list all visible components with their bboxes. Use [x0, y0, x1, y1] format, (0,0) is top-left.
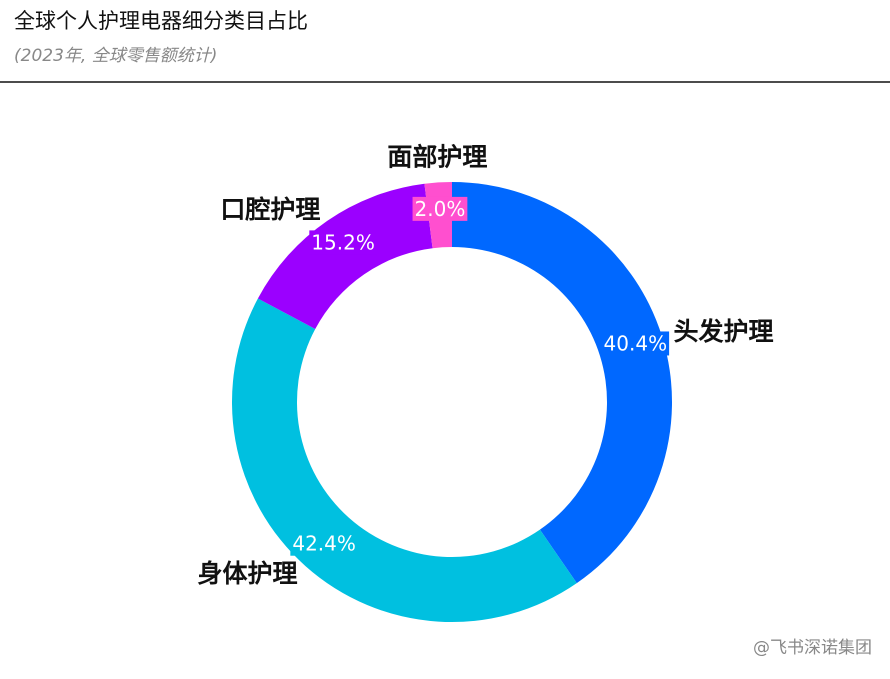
- value-label-bg: [412, 196, 468, 221]
- value-label-bg: [290, 531, 358, 556]
- chart-subtitle: (2023年, 全球零售额统计): [14, 46, 217, 66]
- donut-slice: [257, 183, 433, 330]
- donut-slice: [452, 182, 673, 584]
- value-label-bg: [601, 331, 670, 356]
- category-label: 身体护理: [197, 559, 297, 588]
- watermark: @飞书深诺集团: [753, 638, 872, 658]
- value-label-bg: [309, 230, 377, 255]
- value-label: 15.2%: [311, 230, 375, 254]
- category-label: 头发护理: [674, 317, 774, 346]
- category-label: 面部护理: [387, 142, 487, 171]
- category-label: 口腔护理: [220, 195, 320, 224]
- value-label: 40.4%: [604, 331, 668, 355]
- value-label: 2.0%: [415, 197, 466, 221]
- chart-title: 全球个人护理电器细分类目占比: [14, 9, 308, 33]
- value-label: 42.4%: [292, 532, 356, 556]
